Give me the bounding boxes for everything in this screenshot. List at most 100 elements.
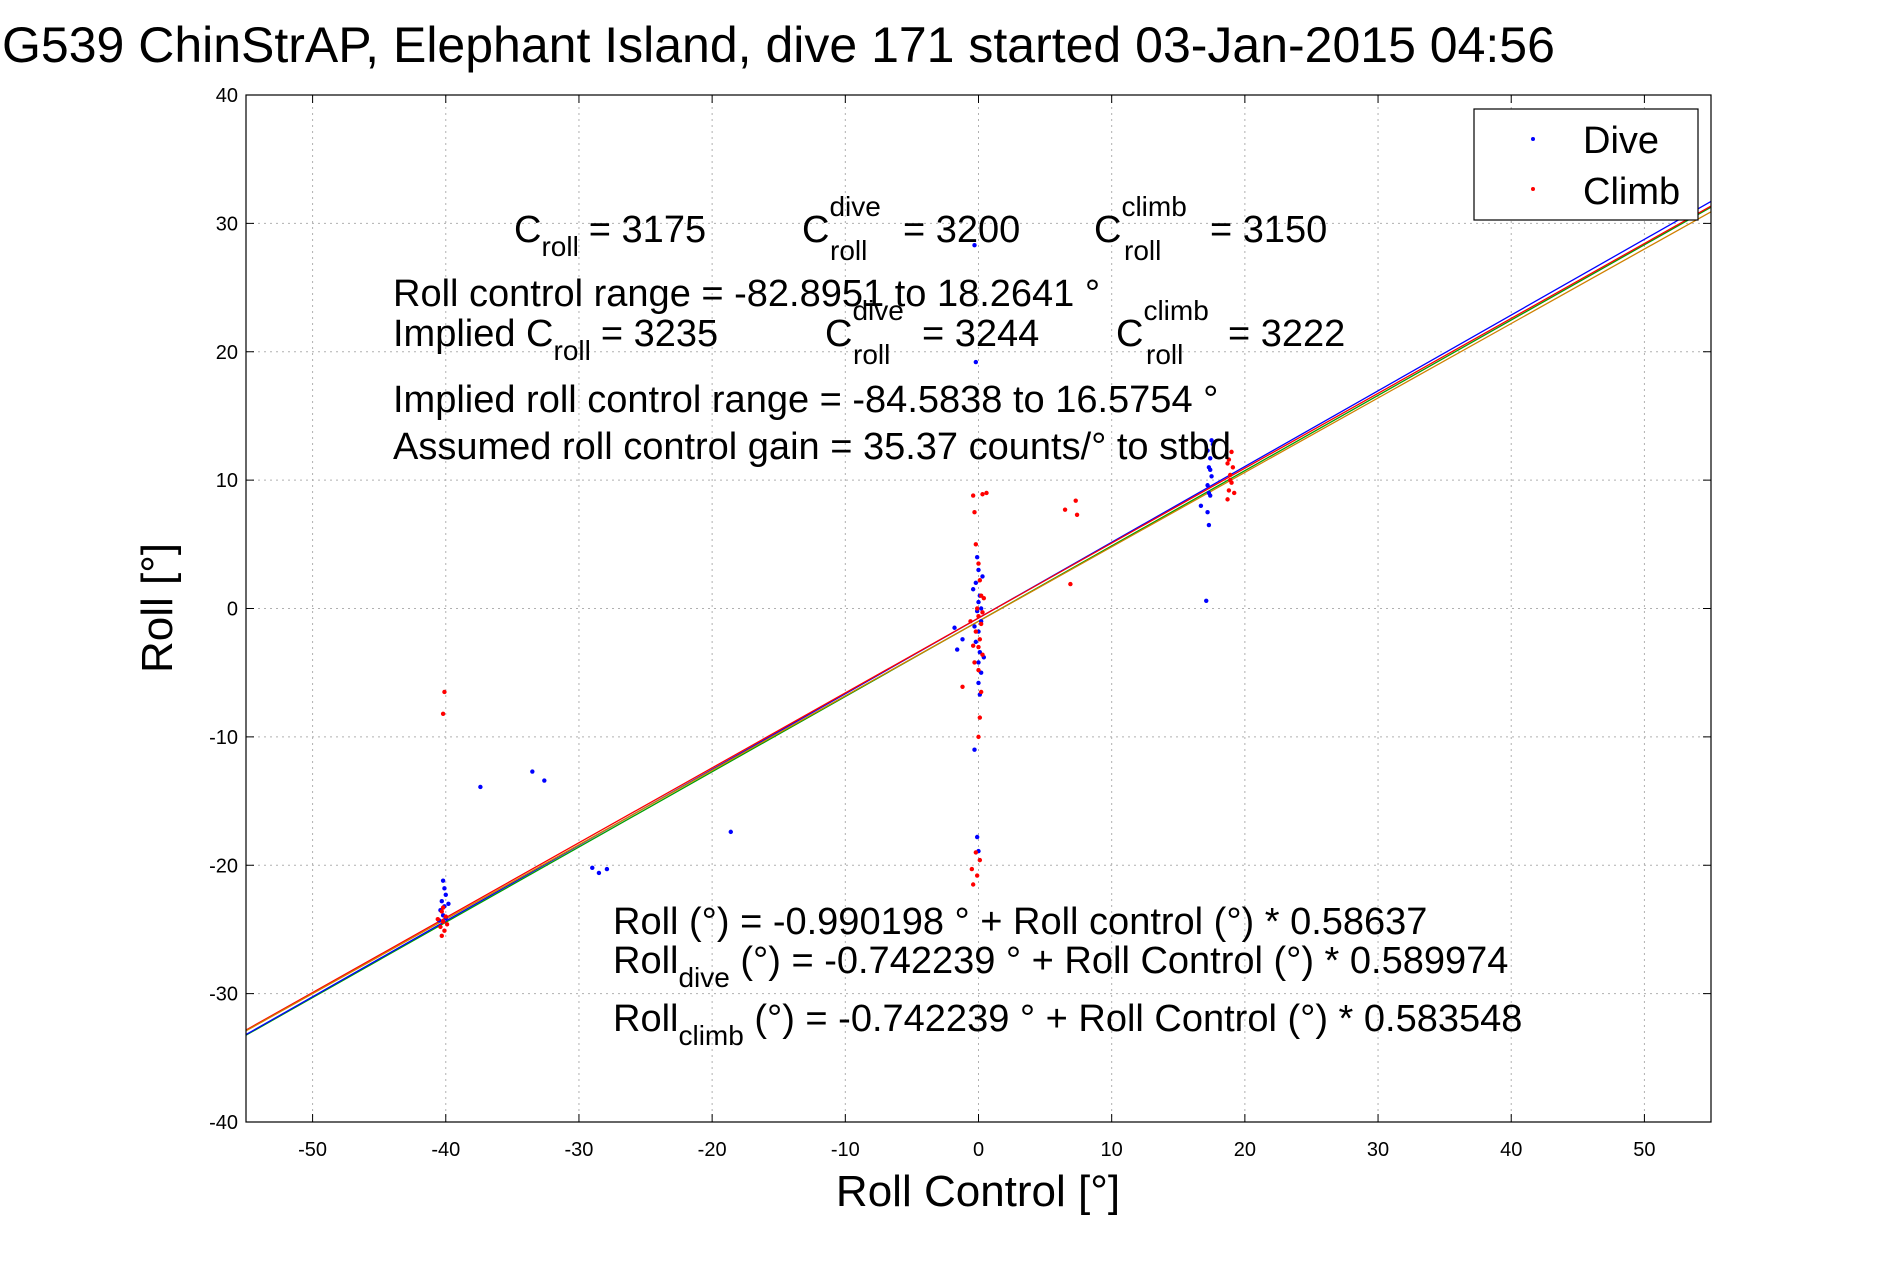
climb-point xyxy=(1228,477,1233,483)
dive-point xyxy=(1204,598,1209,603)
dive-point xyxy=(1205,483,1210,488)
climb-point xyxy=(440,711,446,716)
climb-point xyxy=(439,933,444,939)
climb-point xyxy=(980,610,985,615)
annotation-fit-all: Roll (°) = -0.990198 ° + Roll control (°… xyxy=(613,901,1427,943)
annotation-cclimb-sub: roll xyxy=(1124,235,1161,266)
y-tick-label: 0 xyxy=(227,599,238,621)
climb-point xyxy=(977,637,983,642)
annotations: Croll = 3175 Cdive roll = 3200 Cclimb rol… xyxy=(393,191,1522,1051)
x-tick-label: -10 xyxy=(831,1139,860,1161)
chart-title: G539 ChinStrAP, Elephant Island, dive 17… xyxy=(2,17,1555,73)
climb-point xyxy=(440,919,446,924)
climb-point xyxy=(974,873,980,878)
climb-point xyxy=(972,510,977,515)
dive-point xyxy=(960,637,965,642)
dive-point xyxy=(980,574,985,579)
y-axis-ticks: -40 -30 -20 -10 0 10 20 30 40 xyxy=(209,85,1711,1134)
dive-point xyxy=(542,778,547,783)
dive-point xyxy=(590,865,595,871)
dive-point xyxy=(1208,456,1213,461)
data-points xyxy=(435,242,1237,939)
climb-point xyxy=(1225,497,1230,502)
dive-point xyxy=(1206,522,1212,528)
dive-point xyxy=(973,639,979,645)
climb-point xyxy=(968,619,973,624)
climb-point xyxy=(981,596,987,601)
legend-label-dive: Dive xyxy=(1583,120,1659,162)
x-tick-label: -20 xyxy=(698,1139,727,1161)
annotation-implied-range: Implied roll control range = -84.5838 to… xyxy=(393,379,1218,421)
x-tick-label: -30 xyxy=(565,1139,594,1161)
climb-point xyxy=(972,660,977,665)
climb-point xyxy=(984,490,989,496)
climb-point xyxy=(976,644,981,650)
climb-point xyxy=(978,689,984,695)
annotation-fit-dive: Rolldive (°) = -0.742239 ° + Roll Contro… xyxy=(613,940,1508,993)
dive-point xyxy=(972,747,977,752)
annotation-implied-cdive-sub: roll xyxy=(853,339,890,370)
climb-point xyxy=(970,493,976,498)
annotation-implied-cclimb-value: = 3222 xyxy=(1228,313,1345,355)
dive-point xyxy=(1209,474,1214,479)
climb-point xyxy=(1226,457,1232,462)
climb-point xyxy=(970,882,976,887)
y-tick-label: 40 xyxy=(216,85,238,107)
dive-point xyxy=(973,359,979,365)
dive-point xyxy=(1208,467,1213,473)
climb-point xyxy=(1074,512,1080,517)
y-tick-label: 10 xyxy=(216,470,238,492)
x-tick-label: 10 xyxy=(1101,1139,1123,1161)
climb-point xyxy=(960,684,965,690)
climb-point xyxy=(1228,472,1233,478)
y-tick-label: -10 xyxy=(209,727,238,749)
annotation-implied-cdive: Cdive xyxy=(825,295,904,355)
climb-point xyxy=(974,606,980,611)
climb-point xyxy=(969,866,975,872)
dive-point xyxy=(978,606,984,611)
climb-point xyxy=(438,924,443,930)
climb-point xyxy=(1226,488,1232,493)
dive-point xyxy=(443,892,448,897)
annotation-implied-croll: Implied Croll = 3235 xyxy=(393,313,718,366)
climb-point xyxy=(976,561,981,566)
annotation-cdive: Cdive xyxy=(802,191,881,251)
y-tick-label: -40 xyxy=(209,1112,238,1134)
climb-point xyxy=(977,857,983,863)
x-tick-label: 0 xyxy=(973,1139,984,1161)
dive-point xyxy=(976,567,981,573)
dive-point xyxy=(478,784,483,790)
climb-point xyxy=(1229,449,1234,455)
legend-marker-dive xyxy=(1531,137,1535,141)
y-tick-label: 20 xyxy=(216,342,238,364)
dive-point xyxy=(596,870,602,876)
dive-point xyxy=(1205,448,1210,453)
climb-point xyxy=(976,667,981,673)
climb-point xyxy=(976,734,981,740)
annotation-cdive-value: = 3200 xyxy=(903,209,1020,251)
dive-point xyxy=(440,878,446,883)
dive-point xyxy=(1206,490,1212,496)
annotation-implied-cdive-value: = 3244 xyxy=(922,313,1039,355)
annotation-implied-cclimb-sub: roll xyxy=(1146,339,1183,370)
climb-point xyxy=(435,916,440,922)
dive-point xyxy=(974,554,980,560)
climb-point xyxy=(976,614,981,619)
dive-point xyxy=(973,580,979,586)
dive-point xyxy=(972,242,977,248)
x-tick-label: 20 xyxy=(1234,1139,1256,1161)
annotation-cdive-sub: roll xyxy=(830,235,867,266)
dive-point xyxy=(974,834,980,840)
dive-point xyxy=(1198,503,1204,508)
annotation-implied-cclimb: Cclimb xyxy=(1116,295,1209,355)
climb-point xyxy=(1073,498,1078,503)
y-tick-label: -20 xyxy=(209,855,238,877)
legend: Dive Climb xyxy=(1473,108,1699,221)
x-tick-label: -40 xyxy=(431,1139,460,1161)
legend-label-climb: Climb xyxy=(1583,171,1680,213)
dive-point xyxy=(952,625,957,630)
dive-point xyxy=(976,660,981,665)
dive-point xyxy=(442,886,447,891)
climb-point xyxy=(443,914,448,919)
climb-point xyxy=(1230,465,1236,470)
